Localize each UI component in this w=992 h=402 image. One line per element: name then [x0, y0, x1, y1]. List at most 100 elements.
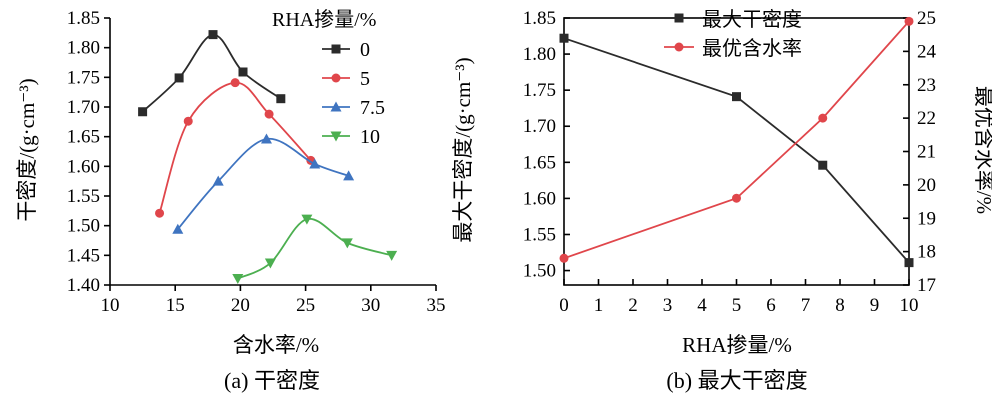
data-point: [343, 170, 355, 181]
series-line-7.5: [177, 138, 349, 230]
data-point: [260, 133, 272, 144]
panel-b-max-dry-density-chart: 0 1 2 3 4 5 6 7 8 9 101.501.551.601.651.701.751.80…: [451, 8, 992, 393]
x-tick-label: 1: [594, 295, 604, 316]
data-point: [341, 238, 353, 249]
panel-b-caption: (b) 最大干密度: [666, 368, 807, 393]
right-y-tick-label: 17: [917, 275, 936, 296]
panel-a-dry-density-chart: 10 15 20 25 30 35 1.40 1.45 1.50 1.55 1.60 1.65 1.70…: [15, 8, 446, 393]
x-axis-label: 含水率/%: [233, 333, 319, 357]
data-point: [386, 250, 398, 261]
left-y-tick-label: 1.75: [523, 80, 556, 101]
legend-swatch-marker: [330, 131, 342, 142]
data-point: [904, 258, 914, 268]
legend-entry: 0: [360, 39, 370, 61]
left-y-tick-label: 1.50: [523, 261, 556, 282]
left-y-tick-label: 1.65: [523, 152, 556, 173]
y-tick-label: 1.50: [67, 216, 100, 237]
x-tick-label: 20: [231, 295, 250, 316]
panel-a-tick-labels: 10 15 20 25 30 35 1.40 1.45 1.50 1.55 1.60 1.65 1.70…: [67, 8, 446, 316]
y-tick-label: 1.85: [67, 8, 100, 29]
data-point: [559, 253, 569, 263]
legend-entry: 7.5: [360, 97, 385, 119]
x-tick-label: 35: [427, 295, 446, 316]
legend-entry: 10: [360, 126, 380, 148]
right-y-tick-label: 25: [917, 8, 936, 29]
data-point: [309, 158, 321, 169]
data-point: [301, 214, 313, 225]
y-tick-label: 1.60: [67, 156, 100, 177]
x-tick-label: 9: [870, 295, 880, 316]
y-tick-label: 1.80: [67, 38, 100, 59]
right-y-axis-label: 最优含水率/%: [972, 86, 992, 214]
series-line-5: [158, 81, 312, 214]
data-point: [232, 273, 244, 284]
data-point: [208, 30, 218, 40]
data-point: [818, 113, 828, 123]
data-point: [172, 223, 184, 234]
data-point: [732, 92, 741, 102]
right-y-tick-label: 21: [917, 142, 936, 163]
legend-entry: 5: [360, 68, 370, 90]
series-line-0: [141, 33, 282, 113]
left-y-tick-label: 1.70: [523, 116, 556, 137]
x-tick-label: 7: [801, 295, 811, 316]
data-point: [264, 258, 276, 269]
left-y-tick-label: 1.55: [523, 224, 556, 245]
legend-swatch-marker: [674, 42, 684, 52]
left-y-tick-label: 1.85: [523, 8, 556, 29]
panel-a-legend: RHA掺量/% 0 5 7.5 10: [272, 8, 385, 148]
legend-swatch-marker: [331, 73, 341, 83]
x-tick-label: 15: [166, 295, 185, 316]
x-tick-label: 0: [559, 295, 569, 316]
x-tick-label: 10: [900, 295, 919, 316]
data-point: [174, 73, 184, 83]
legend-entry: 最优含水率: [702, 37, 802, 60]
x-axis-label: RHA掺量/%: [682, 333, 792, 357]
data-point: [230, 78, 240, 88]
data-point: [155, 208, 165, 218]
y-tick-label: 1.55: [67, 186, 100, 207]
legend-swatch-marker: [330, 101, 342, 112]
panel-b-axes: [563, 17, 910, 286]
data-point: [904, 16, 914, 26]
legend-entry: 最大干密度: [702, 8, 802, 31]
right-y-tick-label: 20: [917, 175, 936, 196]
right-y-tick-label: 22: [917, 108, 936, 129]
x-tick-label: 4: [697, 295, 707, 316]
data-point: [264, 109, 274, 119]
left-y-tick-label: 1.80: [523, 44, 556, 65]
right-y-tick-label: 24: [917, 41, 937, 62]
right-y-tick-label: 18: [917, 242, 936, 263]
panel-a-caption: (a) 干密度: [224, 368, 320, 393]
x-tick-label: 25: [296, 295, 315, 316]
y-tick-label: 1.45: [67, 245, 100, 266]
data-point: [138, 107, 148, 117]
y-tick-label: 1.75: [67, 67, 100, 88]
y-tick-label: 1.65: [67, 127, 100, 148]
y-axis-label: 干密度/(g·cm⁻³): [15, 78, 39, 221]
data-point: [559, 33, 569, 43]
x-tick-label: 10: [101, 295, 120, 316]
y-tick-label: 1.40: [67, 275, 100, 296]
legend-title: RHA掺量/%: [272, 8, 376, 31]
left-y-axis-label: 最大干密度/(g·cm⁻³): [451, 57, 475, 242]
series-line: [563, 37, 910, 264]
panel-b-series: [559, 16, 914, 268]
data-point: [183, 116, 193, 126]
data-point: [818, 160, 828, 170]
series-line: [563, 20, 910, 260]
x-tick-label: 5: [732, 295, 742, 316]
data-point: [238, 67, 248, 77]
x-tick-label: 8: [835, 295, 845, 316]
data-point: [732, 193, 741, 203]
right-y-tick-label: 19: [917, 208, 936, 229]
left-y-tick-label: 1.60: [523, 188, 556, 209]
y-tick-label: 1.70: [67, 97, 100, 118]
x-tick-label: 6: [766, 295, 776, 316]
right-y-tick-label: 23: [917, 75, 936, 96]
data-point: [212, 175, 224, 186]
panel-a-axes: [104, 17, 437, 291]
legend-swatch-marker: [674, 13, 684, 23]
